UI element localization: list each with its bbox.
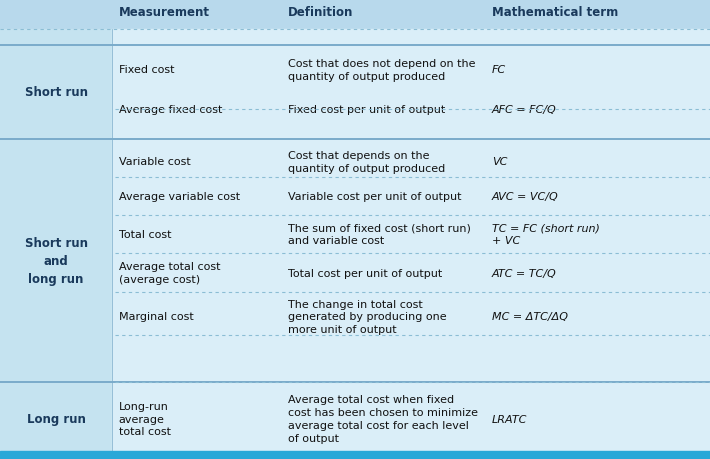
Text: Long run: Long run bbox=[27, 412, 85, 425]
Text: The change in total cost
generated by producing one
more unit of output: The change in total cost generated by pr… bbox=[288, 299, 446, 335]
Text: TC = FC (short run)
+ VC: TC = FC (short run) + VC bbox=[492, 223, 600, 246]
Text: Variable cost: Variable cost bbox=[119, 157, 190, 167]
Text: Mathematical term: Mathematical term bbox=[492, 6, 618, 19]
Text: Fixed cost per unit of output: Fixed cost per unit of output bbox=[288, 105, 444, 115]
Text: Fixed cost: Fixed cost bbox=[119, 65, 174, 75]
Text: ATC = TC/Q: ATC = TC/Q bbox=[492, 268, 557, 278]
Text: Short run: Short run bbox=[25, 86, 87, 99]
Bar bbox=[0, 0, 710, 30]
Text: The sum of fixed cost (short run)
and variable cost: The sum of fixed cost (short run) and va… bbox=[288, 223, 471, 246]
Text: LRATC: LRATC bbox=[492, 414, 528, 424]
Text: Average fixed cost: Average fixed cost bbox=[119, 105, 222, 115]
Text: Short run
and
long run: Short run and long run bbox=[25, 236, 87, 285]
Text: AFC = FC/Q: AFC = FC/Q bbox=[492, 105, 557, 115]
Text: Long-run
average
total cost: Long-run average total cost bbox=[119, 401, 170, 437]
Text: Cost that depends on the
quantity of output produced: Cost that depends on the quantity of out… bbox=[288, 151, 444, 174]
Text: Definition: Definition bbox=[288, 6, 353, 19]
Bar bbox=[0, 451, 710, 459]
Text: AVC = VC/Q: AVC = VC/Q bbox=[492, 191, 559, 202]
Text: Marginal cost: Marginal cost bbox=[119, 312, 193, 322]
Text: Average total cost when fixed
cost has been chosen to minimize
average total cos: Average total cost when fixed cost has b… bbox=[288, 394, 478, 443]
Text: MC = ΔTC/ΔQ: MC = ΔTC/ΔQ bbox=[492, 312, 568, 322]
Bar bbox=[112, 30, 710, 451]
Text: Average total cost
(average cost): Average total cost (average cost) bbox=[119, 262, 220, 285]
Text: Measurement: Measurement bbox=[119, 6, 209, 19]
Text: Average variable cost: Average variable cost bbox=[119, 191, 240, 202]
Text: Total cost per unit of output: Total cost per unit of output bbox=[288, 268, 442, 278]
Text: Variable cost per unit of output: Variable cost per unit of output bbox=[288, 191, 461, 202]
Text: Cost that does not depend on the
quantity of output produced: Cost that does not depend on the quantit… bbox=[288, 59, 475, 82]
Text: VC: VC bbox=[492, 157, 508, 167]
Text: Total cost: Total cost bbox=[119, 229, 171, 239]
Bar bbox=[0, 30, 112, 451]
Text: FC: FC bbox=[492, 65, 506, 75]
